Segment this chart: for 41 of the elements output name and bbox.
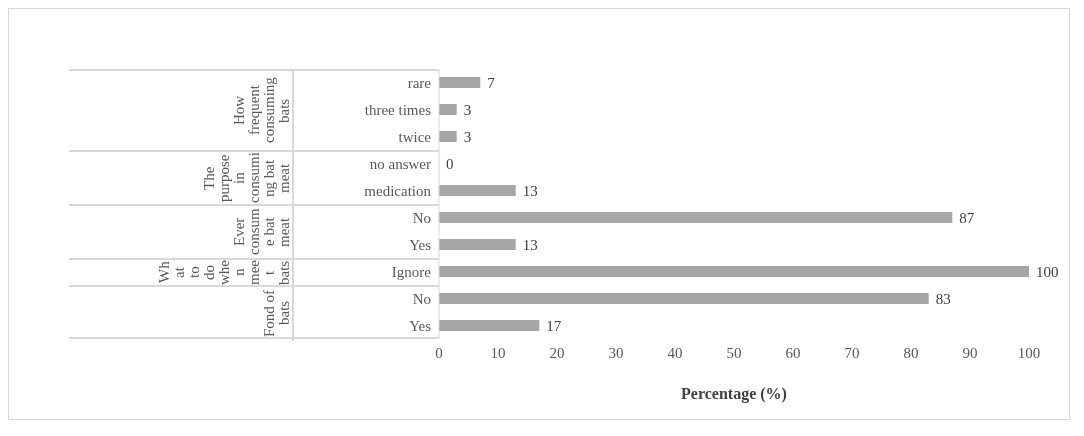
data-label: 7 xyxy=(487,74,496,91)
bar xyxy=(439,239,516,250)
y-tick-label: medication xyxy=(364,182,432,199)
data-label: 100 xyxy=(1036,263,1059,280)
x-tick-label: 40 xyxy=(667,344,683,361)
y-tick-label: No xyxy=(412,209,431,226)
bar xyxy=(439,77,481,88)
bar xyxy=(439,104,457,115)
x-tick-label: 70 xyxy=(844,344,860,361)
bar xyxy=(439,293,929,304)
bar xyxy=(439,212,953,223)
x-tick-label: 80 xyxy=(903,344,919,361)
y-tick-label: rare xyxy=(407,74,432,91)
y-tick-label: No xyxy=(412,290,431,307)
bar xyxy=(439,185,516,196)
y-tick-label: no answer xyxy=(369,155,431,172)
y-tick-label: Yes xyxy=(409,317,432,334)
x-tick-label: 30 xyxy=(608,344,624,361)
data-label: 3 xyxy=(463,101,472,118)
bar xyxy=(439,266,1029,277)
x-tick-label: 0 xyxy=(435,344,443,361)
data-label: 13 xyxy=(522,182,538,199)
data-label: 0 xyxy=(446,155,454,172)
data-label: 87 xyxy=(959,209,975,226)
x-tick-label: 50 xyxy=(726,344,742,361)
data-label: 3 xyxy=(463,128,472,145)
bar xyxy=(439,320,540,331)
x-tick-label: 60 xyxy=(785,344,801,361)
x-tick-label: 90 xyxy=(962,344,978,361)
x-tick-label: 20 xyxy=(549,344,565,361)
bar xyxy=(439,131,457,142)
x-tick-label: 100 xyxy=(1017,344,1041,361)
x-tick-label: 10 xyxy=(490,344,506,361)
data-label: 13 xyxy=(522,236,538,253)
y-tick-label: three times xyxy=(364,101,432,118)
y-tick-label: twice xyxy=(398,128,432,145)
data-label: 17 xyxy=(546,317,562,334)
y-tick-label: Ignore xyxy=(391,263,432,280)
x-axis-title: Percentage (%) xyxy=(681,385,787,403)
data-label: 83 xyxy=(935,290,951,307)
y-tick-label: Yes xyxy=(409,236,432,253)
